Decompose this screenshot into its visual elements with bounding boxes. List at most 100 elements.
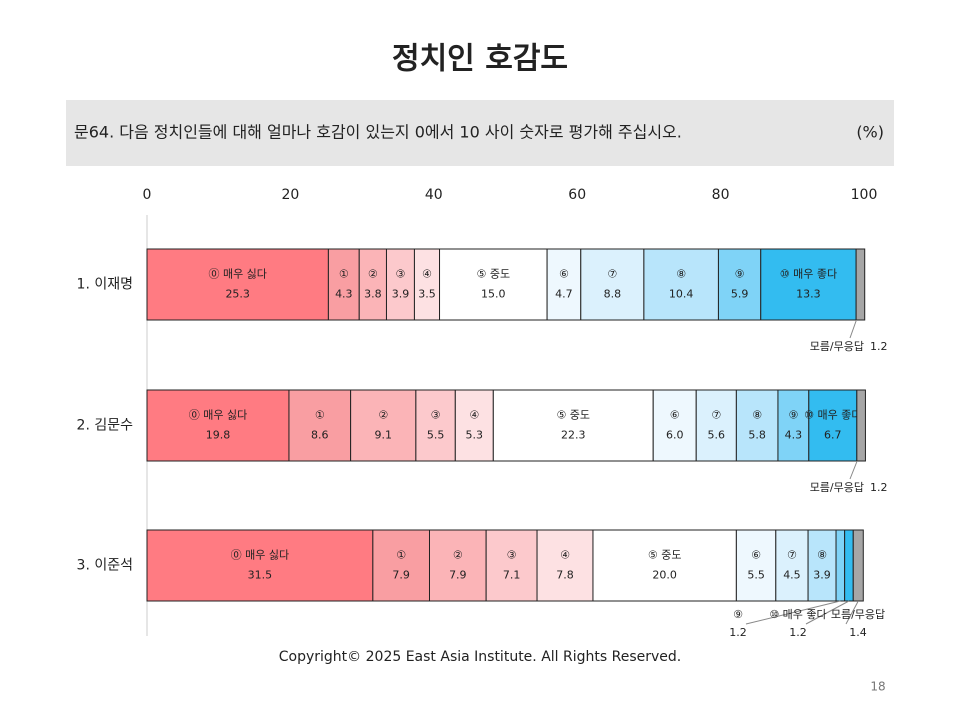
segment-name: ⑦: [787, 549, 797, 562]
segment-name: ⓪ 매우 싫다: [189, 409, 247, 422]
segment-name: ⑧: [817, 549, 827, 562]
segment-value: 4.7: [555, 288, 573, 301]
question-box: [66, 100, 894, 166]
bar-segment: [492, 389, 654, 462]
leader-line: [845, 600, 859, 625]
segment-value: 3.9: [392, 288, 410, 301]
page-number: 18: [870, 680, 885, 694]
bar-segment: [385, 248, 415, 321]
segment-name: ②: [453, 549, 463, 562]
bar-segment: [146, 529, 374, 602]
segment-name: ⓪ 매우 싫다: [208, 268, 266, 281]
segment-name: ④: [560, 549, 570, 562]
bar-segment: [485, 529, 538, 602]
bar-segment: [580, 248, 645, 321]
bar-segment: [288, 389, 352, 462]
callout-name: 모름/무응답: [831, 608, 885, 621]
bar-segment: [536, 529, 594, 602]
segment-value: 6.0: [666, 429, 684, 442]
segment-name: ②: [368, 268, 378, 281]
leader-line: [805, 600, 850, 625]
x-tick-label: 60: [568, 187, 586, 203]
bar-segment: [835, 529, 846, 602]
title: 정치인 호감도: [392, 42, 568, 77]
callout-value: 1.2: [870, 481, 888, 494]
leader-line: [745, 600, 841, 625]
category-label: 1. 이재명: [77, 277, 133, 293]
bar-segment: [856, 389, 866, 462]
segment-value: 7.9: [449, 569, 467, 582]
segment-value: 10.4: [669, 288, 694, 301]
segment-value: 8.8: [604, 288, 622, 301]
segment-value: 5.8: [748, 429, 766, 442]
segment-name: ⑤ 중도: [648, 549, 682, 562]
segment-name: ⑥: [559, 268, 569, 281]
segment-name: ⑦: [607, 268, 617, 281]
x-tick-label: 80: [712, 187, 730, 203]
bar-segment: [372, 529, 430, 602]
callout-name: ⑩ 매우 좋다: [769, 608, 826, 621]
segment-value: 4.3: [335, 288, 353, 301]
segment-value: 25.3: [225, 288, 250, 301]
segment-name: ⑥: [751, 549, 761, 562]
unit: (%): [856, 123, 884, 142]
x-tick-label: 40: [425, 187, 443, 203]
bar-segment: [852, 529, 864, 602]
segment-value: 7.9: [392, 569, 410, 582]
segment-value: 5.3: [466, 429, 484, 442]
category-label: 3. 이준석: [77, 558, 133, 574]
bar-segment: [546, 248, 582, 321]
segment-name: ⑧: [752, 409, 762, 422]
segment-name: ②: [378, 409, 388, 422]
segment-value: 5.5: [427, 429, 445, 442]
leader-line: [849, 319, 857, 339]
bar-segment: [808, 389, 858, 462]
callout-value: 1.2: [729, 626, 747, 639]
bar-segment: [695, 389, 737, 462]
callout-value: 1.2: [870, 340, 888, 353]
segment-value: 13.3: [796, 288, 821, 301]
bar-segment: [807, 529, 837, 602]
segment-name: ⑦: [711, 409, 721, 422]
bar-segment: [735, 389, 779, 462]
bar-segment: [350, 389, 417, 462]
segment-value: 8.6: [311, 429, 329, 442]
callout-name: 모름/무응답: [810, 340, 864, 353]
x-tick-label: 20: [281, 187, 299, 203]
callout-value: 1.2: [789, 626, 807, 639]
segment-value: 31.5: [248, 569, 273, 582]
bar-segment: [358, 248, 387, 321]
segment-value: 5.9: [731, 288, 749, 301]
segment-name: ④: [422, 268, 432, 281]
bar-segment: [327, 248, 360, 321]
segment-value: 3.8: [364, 288, 382, 301]
bar-segment: [428, 529, 487, 602]
segment-name: ③: [431, 409, 441, 422]
segment-name: ③: [507, 549, 517, 562]
bar-segment: [735, 529, 777, 602]
question: 문64. 다음 정치인들에 대해 얼마나 호감이 있는지 0에서 10 사이 숫…: [74, 123, 682, 142]
segment-value: 7.1: [503, 569, 521, 582]
bar-segment: [760, 248, 857, 321]
segment-name: ⑥: [670, 409, 680, 422]
segment-name: ⓪ 매우 싫다: [231, 549, 289, 562]
bar-segment: [146, 248, 329, 321]
bar-segment: [775, 529, 809, 602]
bar-segment: [454, 389, 494, 462]
segment-value: 3.9: [813, 569, 831, 582]
segment-value: 9.1: [375, 429, 393, 442]
bar-segment: [592, 529, 737, 602]
bar-segment: [439, 248, 548, 321]
segment-value: 5.5: [747, 569, 765, 582]
bar-segment: [146, 389, 290, 462]
segment-name: ⑨: [788, 409, 798, 422]
callout-name: 모름/무응답: [810, 481, 864, 494]
category-label: 2. 김문수: [77, 418, 134, 434]
bar-segment: [777, 389, 810, 462]
segment-name: ⑤ 중도: [477, 268, 511, 281]
bar-segment: [415, 389, 456, 462]
segment-name: ⑩ 매우 좋다: [804, 409, 861, 422]
bar-segment: [643, 248, 719, 321]
leader-line: [849, 460, 858, 480]
